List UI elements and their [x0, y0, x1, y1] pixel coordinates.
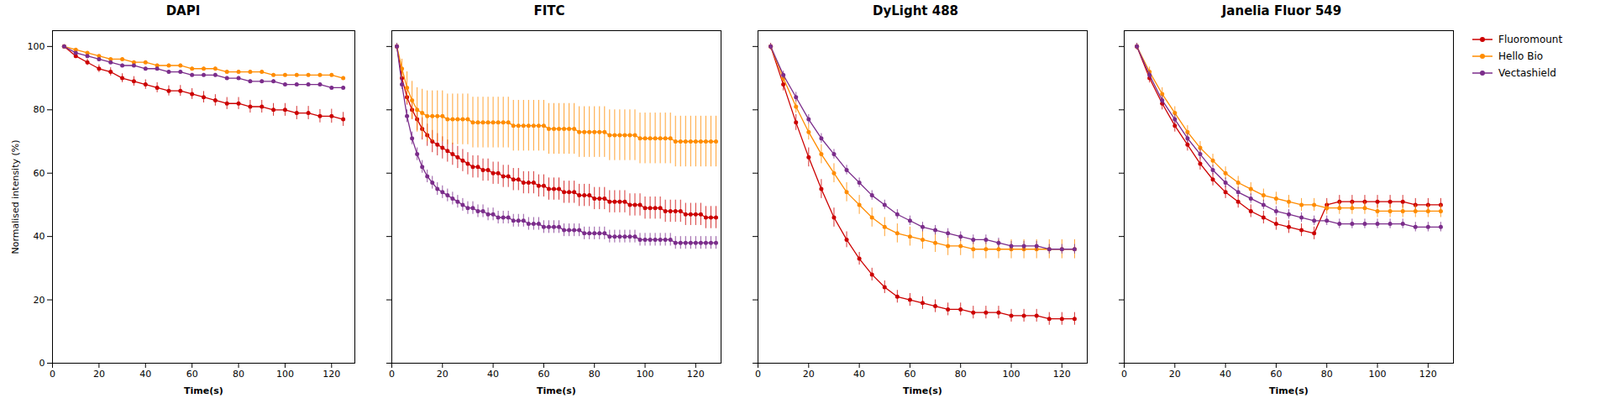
html-text:DAPI: DAPI [166, 3, 201, 19]
svg-text:0: 0 [388, 368, 395, 380]
svg-text:100: 100 [1002, 368, 1021, 380]
svg-text:0: 0 [1121, 368, 1128, 380]
svg-text:40: 40 [33, 230, 46, 242]
svg-text:Time(s): Time(s) [536, 385, 577, 397]
svg-text:60: 60 [537, 368, 550, 380]
svg-text:80: 80 [232, 368, 245, 380]
svg-text:Normalised intensity (%): Normalised intensity (%) [10, 139, 21, 254]
svg-text:20: 20 [33, 294, 46, 306]
svg-text:0: 0 [49, 368, 56, 380]
svg-text:20: 20 [93, 368, 105, 380]
html-text:Vectashield: Vectashield [1498, 67, 1557, 79]
svg-text:100: 100 [1369, 368, 1387, 380]
svg-text:20: 20 [1169, 368, 1181, 380]
svg-text:80: 80 [1321, 368, 1333, 380]
svg-text:80: 80 [954, 368, 967, 380]
svg-text:100: 100 [276, 368, 294, 380]
html-text:FITC: FITC [533, 3, 565, 19]
svg-text:40: 40 [139, 368, 152, 380]
html-text:DyLight 488: DyLight 488 [872, 3, 959, 19]
svg-text:120: 120 [1053, 368, 1071, 380]
svg-text:Time(s): Time(s) [902, 385, 943, 397]
svg-text:100: 100 [636, 368, 655, 380]
svg-text:Time(s): Time(s) [183, 385, 224, 397]
svg-text:20: 20 [802, 368, 815, 380]
svg-text:120: 120 [1419, 368, 1438, 380]
svg-text:40: 40 [853, 368, 866, 380]
svg-text:0: 0 [755, 368, 761, 380]
html-text:Fluoromount: Fluoromount [1498, 33, 1563, 46]
svg-text:80: 80 [33, 104, 46, 116]
svg-text:60: 60 [33, 167, 46, 179]
html-text:Hello Bio: Hello Bio [1498, 50, 1543, 63]
svg-text:60: 60 [903, 368, 916, 380]
svg-text:20: 20 [436, 368, 449, 380]
svg-text:0: 0 [39, 357, 46, 369]
svg-text:100: 100 [27, 41, 46, 53]
svg-text:60: 60 [1269, 368, 1282, 380]
svg-text:80: 80 [588, 368, 601, 380]
svg-text:120: 120 [687, 368, 705, 380]
svg-text:40: 40 [487, 368, 499, 380]
html-text:Janelia Fluor 549: Janelia Fluor 549 [1221, 3, 1342, 19]
svg-text:60: 60 [186, 368, 199, 380]
svg-text:120: 120 [322, 368, 341, 380]
svg-text:40: 40 [1219, 368, 1232, 380]
svg-text:Time(s): Time(s) [1269, 385, 1309, 397]
